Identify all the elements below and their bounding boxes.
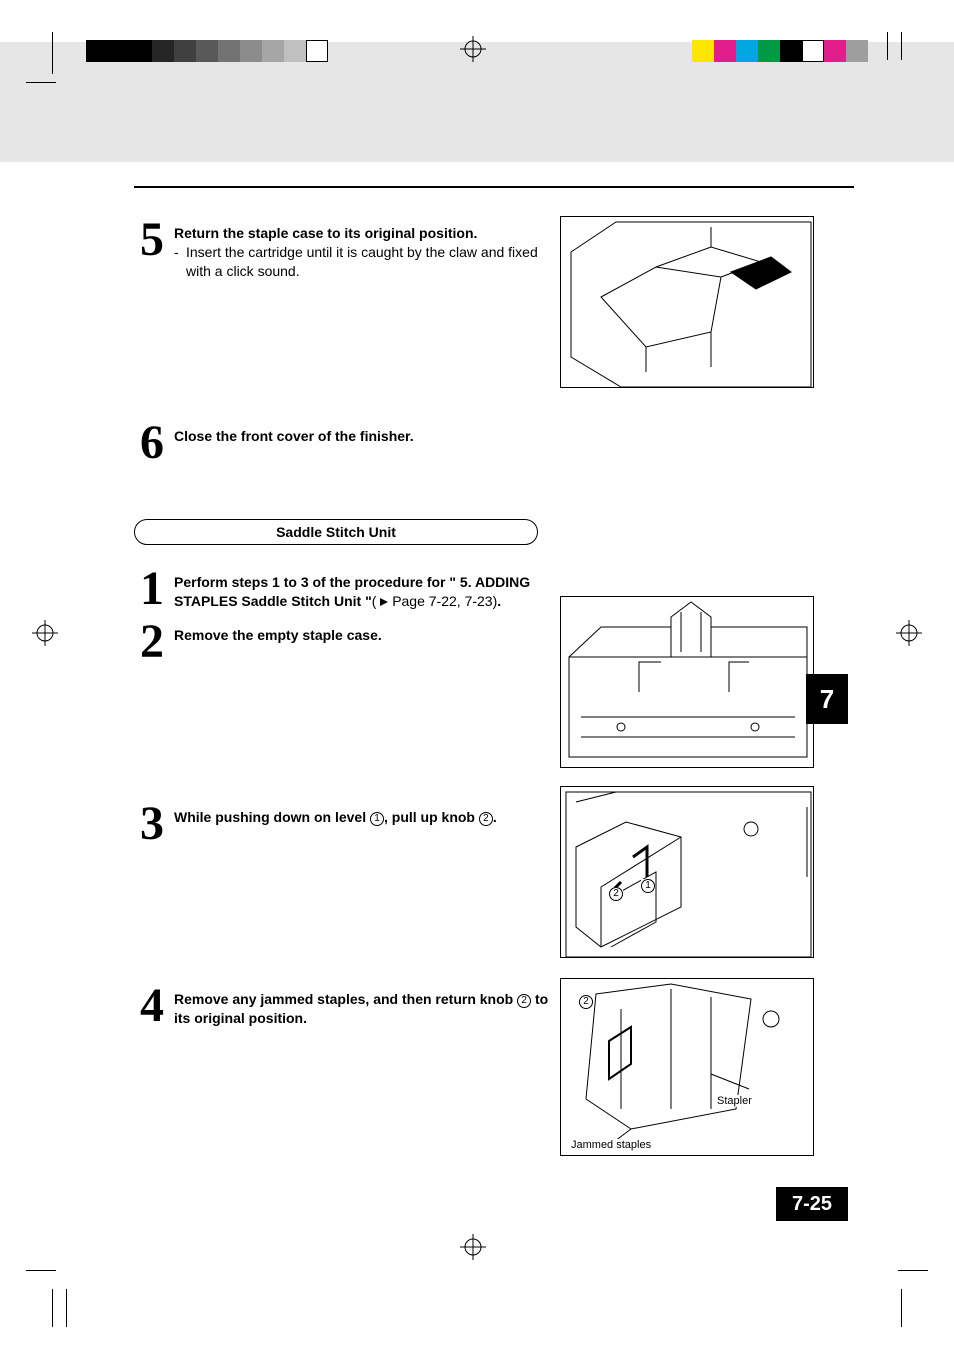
figure-label-jammed-staples: Jammed staples [571,1139,651,1151]
registration-mark-top [460,36,486,67]
step-title: Close the front cover of the finisher. [174,427,554,446]
chapter-tab: 7 [806,674,848,724]
dash: - [174,243,186,281]
step-6: 6 Close the front cover of the finisher. [134,423,854,463]
figure-step-4: 2 Stapler Jammed staples [560,978,814,1156]
crop-mark [52,32,53,74]
step-body: While pushing down on level 1, pull up k… [174,804,554,827]
crop-mark [26,1270,56,1271]
step-title: Remove the empty staple case. [174,626,554,645]
crop-mark [898,1270,928,1271]
chapter-tab-label: 7 [820,684,834,715]
callout-circled-2: 2 [609,887,623,901]
step-body: Perform steps 1 to 3 of the procedure fo… [174,569,554,611]
page-number: 7-25 [776,1187,848,1221]
section-pill-label: Saddle Stitch Unit [276,524,396,540]
callout-circled-2: 2 [579,995,593,1009]
figure-label-stapler: Stapler [717,1095,752,1107]
registration-mark-bottom [460,1234,486,1265]
step-number: 5 [134,220,170,260]
top-rule [134,186,854,188]
step-number: 4 [134,986,170,1026]
step-title-pre: While pushing down on level [174,809,370,825]
step-subtext: Insert the cartridge until it is caught … [186,243,554,281]
registration-mark-right [896,620,922,651]
page: 5 Return the staple case to its original… [0,0,954,1351]
page-reference: Page 7-22, 7-23 [392,593,492,609]
registration-mark-left [32,620,58,651]
crop-mark [52,1289,53,1327]
step-number: 6 [134,423,170,463]
step-title-mid: , pull up knob [384,809,479,825]
crop-mark [901,1289,902,1327]
callout-circled-1: 1 [641,879,655,893]
step-body: Close the front cover of the finisher. [174,423,554,446]
step-number: 3 [134,804,170,844]
figure-step-2 [560,596,814,768]
step-number: 1 [134,569,170,609]
step-body: Remove the empty staple case. [174,622,554,645]
crop-mark [901,32,902,60]
step-title: Return the staple case to its original p… [174,224,554,243]
registration-gradient-bar [86,40,328,62]
step-title-post: . [497,593,501,609]
step-body: Return the staple case to its original p… [174,220,554,281]
crop-mark [66,1289,67,1327]
figure-step-3: 1 2 [560,786,814,958]
step-body: Remove any jammed staples, and then retu… [174,986,554,1028]
figure-step-5 [560,216,814,388]
registration-color-bar [692,40,868,62]
page-number-label: 7-25 [792,1193,832,1216]
step-number: 2 [134,622,170,662]
crop-mark [887,32,888,60]
step-title-post: . [493,809,497,825]
crop-mark [26,82,56,83]
circled-number-icon: 2 [517,994,531,1008]
section-pill: Saddle Stitch Unit [134,519,538,545]
circled-number-icon: 2 [479,812,493,826]
circled-number-icon: 1 [370,812,384,826]
step-title-pre: Remove any jammed staples, and then retu… [174,991,517,1007]
